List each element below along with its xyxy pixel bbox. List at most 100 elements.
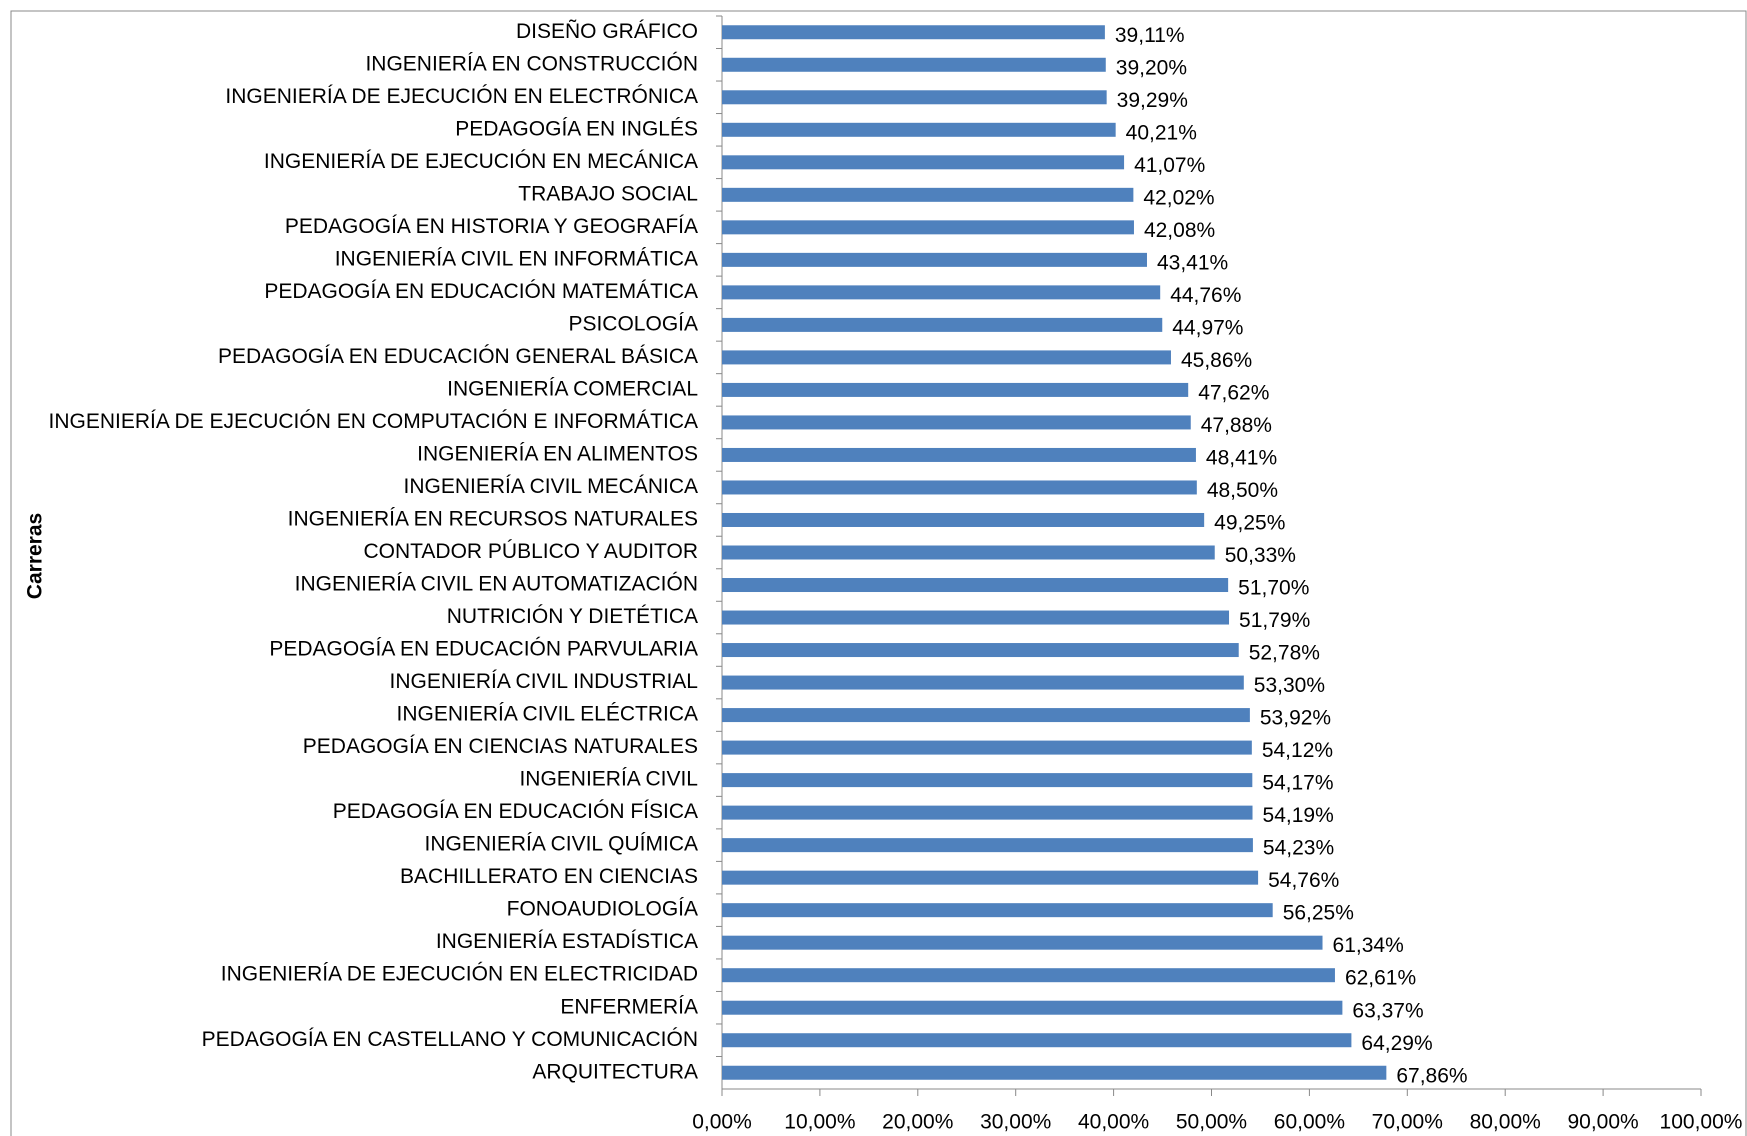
data-label: 40,21% (1126, 121, 1197, 144)
x-tick-label: 70,00% (1372, 1111, 1443, 1134)
bar (722, 90, 1107, 105)
bar (722, 838, 1253, 853)
y-tick-label: PEDAGOGÍA EN INGLÉS (455, 117, 698, 140)
bar (722, 187, 1134, 202)
bar (722, 252, 1147, 267)
data-label: 48,41% (1206, 447, 1277, 470)
y-tick-label: INGENIERÍA CIVIL ELÉCTRICA (397, 703, 698, 726)
x-tick-label: 100,00% (1660, 1111, 1743, 1134)
y-tick-label: INGENIERÍA DE EJECUCIÓN EN ELECTRICIDAD (221, 963, 698, 986)
x-tick-label: 50,00% (1176, 1111, 1247, 1134)
bar (722, 643, 1239, 658)
y-axis-label: Carreras (24, 513, 47, 599)
data-label: 62,61% (1345, 967, 1416, 990)
bar (722, 512, 1205, 527)
y-tick-label: INGENIERÍA DE EJECUCIÓN EN ELECTRÓNICA (225, 85, 698, 108)
y-tick-label: PEDAGOGÍA EN CASTELLANO Y COMUNICACIÓN (202, 1028, 698, 1051)
y-tick-label: INGENIERÍA COMERCIAL (447, 377, 698, 400)
y-tick-label: INGENIERÍA CIVIL EN AUTOMATIZACIÓN (295, 573, 698, 596)
data-label: 51,79% (1239, 609, 1310, 632)
data-label: 54,76% (1268, 869, 1339, 892)
x-tick-label: 90,00% (1567, 1111, 1638, 1134)
data-label: 39,29% (1117, 89, 1188, 112)
bar (722, 122, 1116, 137)
x-tick-label: 10,00% (784, 1111, 855, 1134)
bar (722, 350, 1171, 365)
data-label: 64,29% (1361, 1032, 1432, 1055)
bar (722, 1065, 1387, 1080)
data-label: 51,70% (1238, 577, 1309, 600)
x-tick-label: 30,00% (980, 1111, 1051, 1134)
bar (722, 610, 1230, 625)
bar (722, 57, 1106, 72)
data-label: 54,12% (1262, 739, 1333, 762)
y-tick-label: PEDAGOGÍA EN HISTORIA Y GEOGRAFÍA (285, 215, 698, 238)
y-tick-label: INGENIERÍA ESTADÍSTICA (436, 930, 698, 953)
data-label: 39,11% (1115, 24, 1185, 47)
y-tick-label: PEDAGOGÍA EN EDUCACIÓN PARVULARIA (269, 638, 698, 661)
data-label: 56,25% (1283, 902, 1354, 925)
y-tick-label: INGENIERÍA EN RECURSOS NATURALES (288, 508, 698, 531)
x-tick-label: 40,00% (1078, 1111, 1149, 1134)
data-label: 53,92% (1260, 707, 1331, 730)
data-label: 42,02% (1143, 186, 1214, 209)
data-label: 53,30% (1254, 674, 1325, 697)
bar (722, 155, 1125, 170)
y-tick-label: NUTRICIÓN Y DIETÉTICA (447, 605, 698, 628)
y-tick-label: INGENIERÍA DE EJECUCIÓN EN MECÁNICA (264, 150, 698, 173)
x-tick-label: 20,00% (882, 1111, 953, 1134)
bar (722, 935, 1323, 950)
data-label: 54,23% (1263, 837, 1334, 860)
bar (722, 415, 1191, 430)
data-label: 49,25% (1214, 512, 1285, 535)
bar (722, 805, 1253, 820)
data-label: 44,97% (1172, 316, 1243, 339)
data-label: 54,19% (1263, 804, 1334, 827)
data-label: 63,37% (1352, 999, 1423, 1022)
bar (722, 447, 1196, 462)
y-tick-label: ENFERMERÍA (560, 995, 698, 1018)
bar (722, 870, 1259, 885)
y-tick-label: FONOAUDIOLOGÍA (507, 898, 698, 921)
data-label: 44,76% (1170, 284, 1241, 307)
bar (722, 382, 1189, 397)
bar (722, 578, 1229, 593)
data-label: 54,17% (1262, 772, 1333, 795)
y-tick-label: DISEÑO GRÁFICO (516, 19, 698, 43)
bar (722, 317, 1163, 332)
y-tick-label: PEDAGOGÍA EN EDUCACIÓN GENERAL BÁSICA (218, 345, 698, 368)
data-label: 45,86% (1181, 349, 1252, 372)
bar (722, 285, 1161, 300)
y-tick-label: TRABAJO SOCIAL (518, 182, 698, 205)
bar (722, 25, 1105, 40)
y-tick-label: PSICOLOGÍA (568, 312, 698, 335)
chart-frame (10, 10, 1747, 1136)
data-label: 52,78% (1249, 642, 1320, 665)
y-tick-label: INGENIERÍA DE EJECUCIÓN EN COMPUTACIÓN E… (48, 410, 698, 433)
bar (722, 968, 1335, 983)
data-label: 50,33% (1225, 544, 1296, 567)
y-tick-label: INGENIERÍA EN CONSTRUCCIÓN (365, 52, 698, 75)
bar (722, 773, 1253, 788)
bar (722, 220, 1134, 235)
data-label: 61,34% (1333, 934, 1404, 957)
x-tick-label: 80,00% (1470, 1111, 1541, 1134)
bar (722, 1033, 1352, 1048)
y-tick-label: BACHILLERATO EN CIENCIAS (400, 865, 698, 888)
data-label: 47,88% (1201, 414, 1272, 437)
y-tick-label: ARQUITECTURA (532, 1060, 698, 1083)
bar (722, 740, 1252, 755)
data-label: 43,41% (1157, 251, 1228, 274)
y-tick-label: CONTADOR PÚBLICO Y AUDITOR (363, 540, 698, 563)
bar (722, 675, 1244, 690)
data-label: 42,08% (1144, 219, 1215, 242)
y-tick-label: INGENIERÍA CIVIL (519, 768, 698, 791)
data-label: 41,07% (1134, 154, 1205, 177)
y-tick-label: PEDAGOGÍA EN EDUCACIÓN FÍSICA (333, 800, 698, 823)
bar (722, 545, 1215, 560)
y-tick-label: INGENIERÍA EN ALIMENTOS (417, 443, 698, 466)
y-tick-label: INGENIERÍA CIVIL MECÁNICA (404, 475, 698, 498)
y-tick-label: INGENIERÍA CIVIL QUÍMICA (425, 833, 698, 856)
